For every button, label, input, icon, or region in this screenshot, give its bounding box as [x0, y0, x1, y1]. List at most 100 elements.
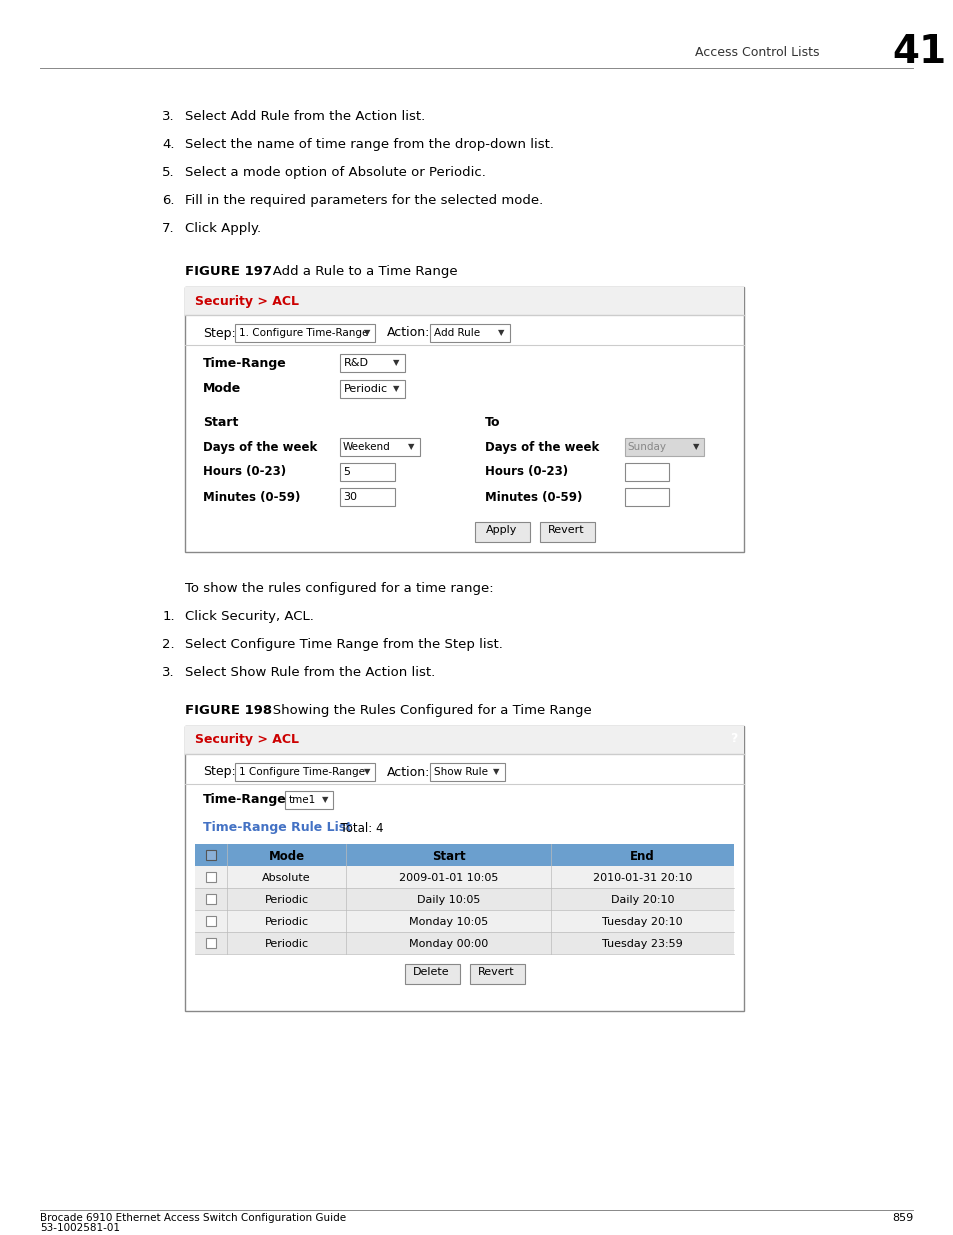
Text: Minutes (0-59): Minutes (0-59): [203, 490, 300, 504]
Text: ▼: ▼: [321, 795, 328, 804]
Text: Select a mode option of Absolute or Periodic.: Select a mode option of Absolute or Peri…: [185, 165, 485, 179]
Text: Weekend: Weekend: [342, 442, 390, 452]
Text: Select Show Rule from the Action list.: Select Show Rule from the Action list.: [185, 666, 435, 679]
Bar: [624, 463, 669, 480]
Text: Tuesday 23:59: Tuesday 23:59: [601, 939, 682, 948]
Bar: [723, 730, 741, 748]
Text: 2010-01-31 20:10: 2010-01-31 20:10: [593, 873, 692, 883]
Text: Tuesday 20:10: Tuesday 20:10: [601, 918, 682, 927]
Text: R&D: R&D: [343, 358, 369, 368]
Text: Mode: Mode: [268, 850, 304, 862]
Bar: [624, 488, 669, 506]
Text: Periodic: Periodic: [264, 895, 309, 905]
Text: Add a Rule to a Time Range: Add a Rule to a Time Range: [259, 266, 456, 278]
Text: Add Rule: Add Rule: [434, 329, 479, 338]
Text: End: End: [630, 850, 655, 862]
Text: 859: 859: [891, 1213, 912, 1223]
Text: Access Control Lists: Access Control Lists: [694, 46, 819, 58]
Text: Time-Range Rule List: Time-Range Rule List: [203, 821, 352, 835]
Text: Security > ACL: Security > ACL: [194, 294, 298, 308]
Text: 30: 30: [342, 492, 356, 501]
Bar: [339, 438, 419, 456]
Text: Periodic: Periodic: [264, 918, 309, 927]
Text: Action:: Action:: [386, 326, 430, 340]
Text: Time-Range: Time-Range: [203, 357, 286, 369]
Text: Daily 20:10: Daily 20:10: [610, 895, 674, 905]
Text: Click Apply.: Click Apply.: [185, 222, 261, 235]
Bar: [339, 380, 404, 398]
Bar: [539, 522, 594, 542]
Text: Periodic: Periodic: [264, 939, 309, 948]
Bar: [285, 790, 333, 809]
Text: Sunday: Sunday: [627, 442, 666, 452]
Text: ▼: ▼: [393, 358, 399, 368]
Bar: [194, 844, 734, 866]
Text: Time-Range: Time-Range: [203, 794, 286, 806]
Text: Action:: Action:: [386, 766, 430, 778]
Text: 2.: 2.: [162, 638, 174, 651]
Text: ▼: ▼: [363, 329, 370, 337]
Bar: [339, 354, 404, 372]
Text: ▼: ▼: [363, 767, 370, 777]
Bar: [624, 438, 703, 456]
Text: 53-1002581-01: 53-1002581-01: [40, 1223, 120, 1233]
Text: Start: Start: [431, 850, 465, 862]
Bar: [185, 287, 743, 315]
Text: Apply: Apply: [485, 525, 517, 535]
Text: 41: 41: [891, 33, 945, 70]
Text: FIGURE 198: FIGURE 198: [185, 704, 272, 718]
Bar: [429, 763, 504, 781]
Text: 1. Configure Time-Range: 1. Configure Time-Range: [238, 329, 368, 338]
Bar: [429, 324, 509, 342]
Bar: [206, 850, 215, 860]
Text: Select Add Rule from the Action list.: Select Add Rule from the Action list.: [185, 110, 425, 124]
Text: To show the rules configured for a time range:: To show the rules configured for a time …: [185, 582, 493, 595]
Text: Hours (0-23): Hours (0-23): [484, 466, 567, 478]
Bar: [185, 287, 743, 552]
Text: Minutes (0-59): Minutes (0-59): [484, 490, 581, 504]
Text: Days of the week: Days of the week: [484, 441, 598, 453]
Text: Step:: Step:: [203, 326, 235, 340]
Bar: [206, 916, 215, 926]
Text: To: To: [484, 416, 499, 430]
Text: ▼: ▼: [693, 442, 699, 452]
Text: Brocade 6910 Ethernet Access Switch Configuration Guide: Brocade 6910 Ethernet Access Switch Conf…: [40, 1213, 346, 1223]
Text: Step:: Step:: [203, 766, 235, 778]
Text: ?: ?: [729, 732, 737, 746]
Bar: [469, 965, 524, 984]
Text: 6.: 6.: [162, 194, 174, 207]
Bar: [234, 763, 375, 781]
Text: 5.: 5.: [162, 165, 174, 179]
Text: 3.: 3.: [162, 110, 174, 124]
Text: Revert: Revert: [548, 525, 584, 535]
Text: Monday 00:00: Monday 00:00: [409, 939, 488, 948]
Text: Monday 10:05: Monday 10:05: [409, 918, 488, 927]
Text: ▼: ▼: [493, 767, 499, 777]
Text: Hours (0-23): Hours (0-23): [203, 466, 286, 478]
Text: Revert: Revert: [477, 967, 515, 977]
Text: Periodic: Periodic: [343, 384, 388, 394]
Bar: [194, 910, 734, 932]
Text: Mode: Mode: [203, 383, 241, 395]
Bar: [185, 726, 743, 755]
Bar: [194, 888, 734, 910]
Text: ▼: ▼: [497, 329, 504, 337]
Text: Daily 10:05: Daily 10:05: [416, 895, 479, 905]
Text: Show Rule: Show Rule: [434, 767, 487, 777]
Bar: [206, 872, 215, 882]
Bar: [206, 894, 215, 904]
Text: Days of the week: Days of the week: [203, 441, 316, 453]
Text: 7.: 7.: [162, 222, 174, 235]
Bar: [475, 522, 529, 542]
Bar: [404, 965, 459, 984]
Text: Select Configure Time Range from the Step list.: Select Configure Time Range from the Ste…: [185, 638, 502, 651]
Bar: [206, 939, 215, 948]
Text: 1.: 1.: [162, 610, 174, 622]
Text: 2009-01-01 10:05: 2009-01-01 10:05: [398, 873, 497, 883]
Text: Total: 4: Total: 4: [333, 821, 383, 835]
Text: 5: 5: [342, 467, 350, 477]
Bar: [234, 324, 375, 342]
Text: Select the name of time range from the drop-down list.: Select the name of time range from the d…: [185, 138, 554, 151]
Text: 1 Configure Time-Range: 1 Configure Time-Range: [238, 767, 364, 777]
Bar: [194, 932, 734, 953]
